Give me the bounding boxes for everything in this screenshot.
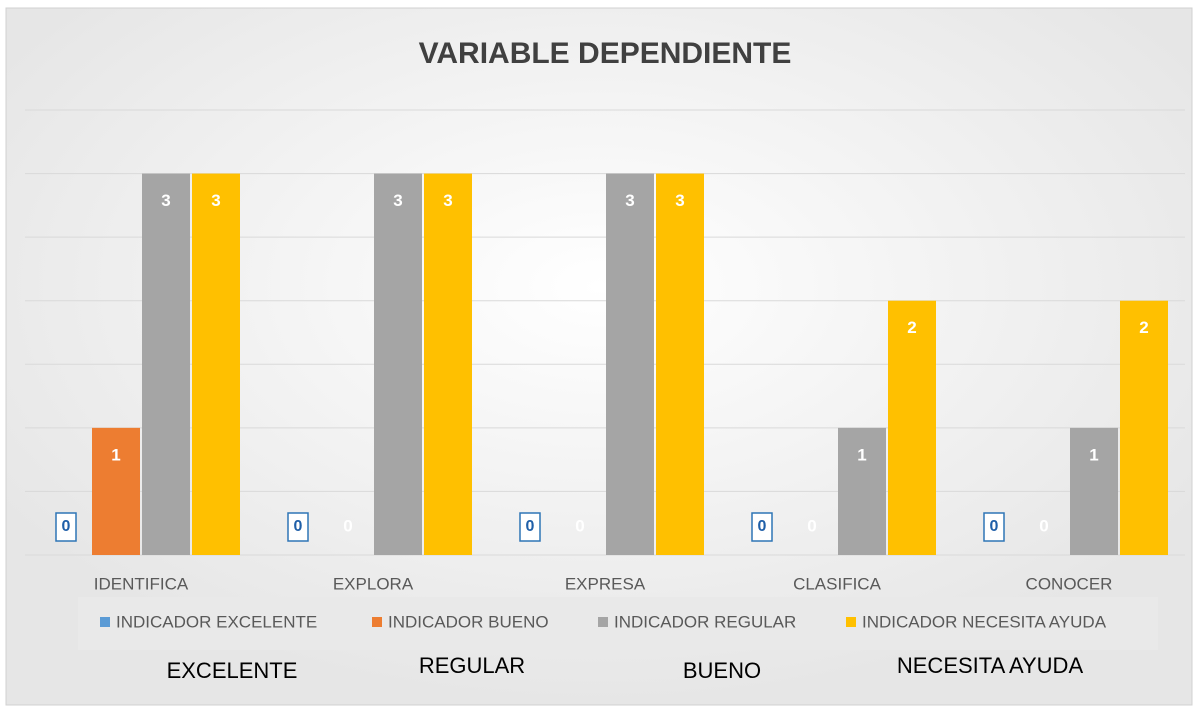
x-tick-label: EXPLORA <box>333 574 414 593</box>
annotation: REGULAR <box>419 653 525 678</box>
legend-swatch <box>372 617 382 627</box>
bar <box>606 173 654 556</box>
x-tick-label: IDENTIFICA <box>94 574 189 593</box>
chart-title: VARIABLE DEPENDIENTE <box>419 37 792 70</box>
bar <box>424 173 472 556</box>
data-label: 0 <box>62 518 71 535</box>
data-label: 0 <box>807 516 816 535</box>
legend-swatch <box>100 617 110 627</box>
data-label-box <box>287 512 309 542</box>
legend-swatch <box>598 617 608 627</box>
bar <box>92 427 140 555</box>
legend-label: INDICADOR BUENO <box>388 612 549 631</box>
legend-label: INDICADOR NECESITA AYUDA <box>862 612 1107 631</box>
data-label: 3 <box>443 191 452 210</box>
data-label: 2 <box>907 318 916 337</box>
bar <box>1070 427 1118 555</box>
data-label-box <box>751 512 773 542</box>
data-label: 3 <box>393 191 402 210</box>
bar <box>1120 300 1168 555</box>
bar <box>374 173 422 556</box>
annotation: BUENO <box>683 658 761 683</box>
legend-swatch <box>846 617 856 627</box>
data-label: 3 <box>211 191 220 210</box>
bar <box>838 427 886 555</box>
bar <box>192 173 240 556</box>
data-label: 0 <box>575 516 584 535</box>
data-label: 1 <box>1089 445 1098 464</box>
data-label: 0 <box>990 518 999 535</box>
data-label: 0 <box>343 516 352 535</box>
data-label: 0 <box>294 518 303 535</box>
data-label: 1 <box>111 445 120 464</box>
data-label: 3 <box>161 191 170 210</box>
x-tick-label: CONOCER <box>1026 574 1113 593</box>
legend-label: INDICADOR EXCELENTE <box>116 612 317 631</box>
data-label: 0 <box>1039 516 1048 535</box>
bar <box>142 173 190 556</box>
bar <box>888 300 936 555</box>
data-label: 0 <box>526 518 535 535</box>
data-label: 3 <box>675 191 684 210</box>
legend-label: INDICADOR REGULAR <box>614 612 796 631</box>
data-label: 0 <box>758 518 767 535</box>
data-label: 2 <box>1139 318 1148 337</box>
data-label: 3 <box>625 191 634 210</box>
bar <box>656 173 704 556</box>
data-label-box <box>55 512 77 542</box>
legend-box <box>78 597 1158 650</box>
x-tick-label: CLASIFICA <box>793 574 882 593</box>
x-tick-label: EXPRESA <box>565 574 646 593</box>
annotation: NECESITA AYUDA <box>897 653 1084 678</box>
annotation: EXCELENTE <box>167 658 298 683</box>
data-label-box <box>983 512 1005 542</box>
data-label-box <box>519 512 541 542</box>
data-label: 1 <box>857 445 866 464</box>
